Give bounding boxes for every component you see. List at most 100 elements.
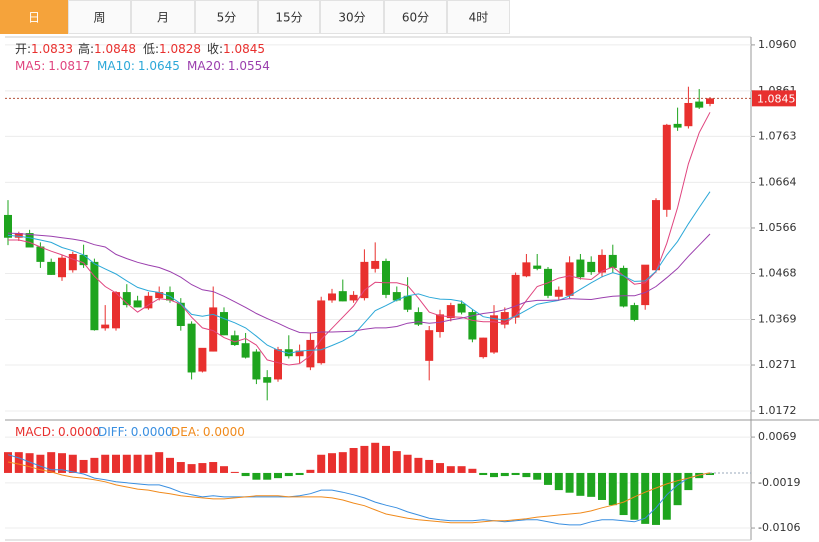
tab-background [68, 0, 131, 34]
candle-body [684, 102, 693, 127]
macd-bar [14, 452, 23, 473]
y-tick-label: 1.0271 [758, 358, 797, 371]
tab[interactable]: 周 [68, 0, 131, 34]
macd-bar [608, 472, 617, 506]
candle-body [554, 289, 563, 297]
candle-body [101, 324, 110, 329]
candle-body [25, 233, 34, 248]
candle-body [338, 291, 347, 302]
legend-entry: MA20: 1.0554 [187, 59, 270, 73]
macd-bar [252, 472, 261, 480]
candle-body [14, 233, 23, 238]
macd-bar [176, 462, 185, 473]
ohlc-label: 收: [207, 42, 223, 56]
macd-bar [133, 454, 142, 473]
macd-bar [90, 457, 99, 473]
macd-bar [295, 472, 304, 476]
macd-bar [68, 454, 77, 473]
candle-body [479, 337, 488, 358]
macd-bar [382, 445, 390, 473]
tab-label[interactable]: 5分 [217, 11, 237, 25]
legend-label: DEA: [171, 425, 200, 439]
tab-label[interactable]: 日 [28, 11, 40, 25]
macd-bar [230, 471, 239, 473]
tab-label[interactable]: 60分 [402, 11, 429, 25]
macd-bar [652, 472, 660, 525]
tab[interactable]: 月 [131, 0, 195, 34]
macd-bar [522, 472, 531, 478]
candle-body [598, 254, 606, 273]
candle-body [112, 292, 120, 329]
macd-bar [263, 472, 272, 480]
candle-body [630, 305, 639, 320]
candle-body [220, 312, 228, 336]
tab-background [131, 0, 195, 34]
legend-label: MA5: [15, 59, 45, 73]
macd-bar [25, 453, 34, 473]
candle-body [187, 323, 196, 373]
tab-label[interactable]: 周 [93, 11, 105, 25]
last-price-tag [752, 90, 796, 107]
legend-label: MA10: [97, 59, 135, 73]
macd-bar [328, 453, 336, 473]
macd-bar [641, 472, 650, 524]
candle-body [133, 300, 142, 308]
y-tick-label: 1.0763 [758, 129, 797, 142]
macd-bar [58, 453, 66, 473]
tab-label[interactable]: 30分 [338, 11, 365, 25]
y-tick-label: -0.0106 [758, 521, 800, 534]
macd-bar [630, 472, 639, 520]
tab-label[interactable]: 15分 [275, 11, 302, 25]
macd-bar [392, 451, 401, 473]
legend-entry: DIFF: 0.0000 [98, 425, 173, 439]
candle-body [252, 351, 261, 380]
legend-value: 0.0000 [203, 425, 245, 439]
macd-bar [79, 459, 88, 473]
legend-value: 1.0554 [228, 59, 270, 73]
candle-body [36, 246, 45, 262]
candle-body [695, 101, 704, 108]
candle-body [673, 123, 682, 128]
macd-bar [338, 452, 347, 473]
tab-label[interactable]: 4时 [469, 11, 489, 25]
candle-body [662, 124, 671, 210]
macd-bar [684, 472, 693, 491]
legend-value: 1.0817 [48, 59, 90, 73]
candle-body [209, 307, 218, 352]
candle-body [58, 257, 66, 278]
ohlc-value: 1.0845 [223, 42, 265, 56]
legend-entry: MACD: 0.0000 [15, 425, 100, 439]
macd-bar [403, 454, 412, 473]
tab-background [384, 0, 447, 34]
macd-bar [284, 472, 293, 477]
candle-body [241, 343, 250, 358]
candle-body [90, 261, 99, 331]
tab-background [258, 0, 320, 34]
legend-entry: MA5: 1.0817 [15, 59, 90, 73]
y-tick-label: 1.0566 [758, 221, 797, 234]
tab[interactable]: 4时 [447, 0, 510, 34]
y-tick-label: 1.0369 [758, 312, 797, 325]
tab[interactable]: 5分 [195, 0, 258, 34]
candle-body [4, 214, 12, 238]
legend-label: DIFF: [98, 425, 128, 439]
macd-bar [619, 472, 628, 516]
macd-bar [425, 459, 434, 473]
macd-bar [587, 472, 596, 497]
macd-bar [198, 463, 207, 473]
macd-bar [371, 442, 380, 473]
tab-label[interactable]: 月 [157, 11, 169, 25]
candle-body [706, 98, 714, 104]
macd-bar [695, 472, 704, 479]
ohlc-label: 开: [15, 42, 31, 56]
tab[interactable]: 60分 [384, 0, 447, 34]
legend-entry: DEA: 0.0000 [171, 425, 245, 439]
macd-bar [155, 452, 164, 473]
tab[interactable]: 日 [0, 0, 68, 34]
tab[interactable]: 30分 [320, 0, 384, 34]
tab[interactable]: 15分 [258, 0, 320, 34]
y-tick-label: 1.0172 [758, 404, 797, 417]
legend-label: MA20: [187, 59, 225, 73]
legend-label: MACD: [15, 425, 55, 439]
macd-bar [36, 454, 45, 473]
